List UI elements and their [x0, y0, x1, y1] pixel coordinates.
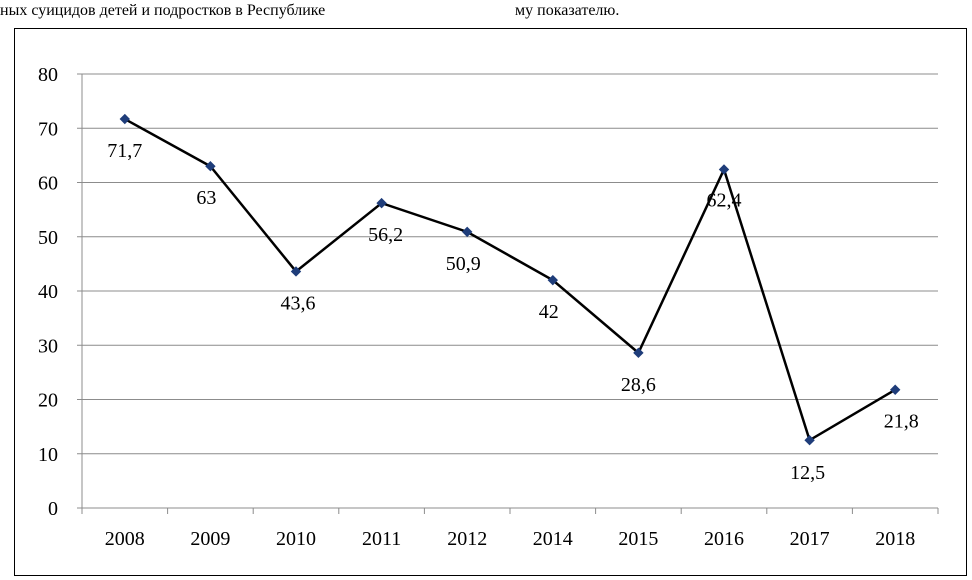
caption-right-text: му показателю.	[515, 2, 620, 19]
axes	[77, 73, 939, 514]
data-label: 50,9	[446, 253, 481, 275]
data-point	[889, 384, 901, 395]
data-point	[718, 164, 730, 175]
x-tick-label: 2018	[875, 528, 915, 550]
y-tick-label: 30	[38, 335, 58, 357]
caption-line: ных суицидов детей и подростков в Респуб…	[0, 0, 972, 24]
data-label: 63	[196, 187, 216, 209]
x-tick-label: 2011	[362, 528, 401, 550]
x-tick-label: 2017	[790, 528, 830, 550]
data-label: 42	[539, 301, 559, 323]
y-tick-label: 40	[38, 281, 58, 303]
caption-left-text: ных суицидов детей и подростков в Респуб…	[0, 2, 326, 19]
data-label: 43,6	[281, 292, 316, 314]
data-point	[290, 266, 302, 277]
data-point	[376, 197, 387, 209]
x-tick-labels: 2008 2009 2010 2011 2012 2014 2015 2016 2017 2018	[105, 528, 915, 550]
data-labels: 71,7 63 43,6 56,2 50,9 42 28,6 62,4 12,5 21,8	[107, 140, 918, 484]
x-tick-label: 2016	[704, 528, 744, 550]
y-tick-label: 50	[38, 227, 58, 249]
data-point	[205, 161, 216, 172]
y-tick-label: 10	[38, 444, 58, 466]
data-point	[461, 226, 473, 238]
data-label: 28,6	[621, 374, 656, 396]
x-tick-label: 2012	[447, 528, 487, 550]
data-point	[804, 434, 815, 446]
series	[119, 113, 901, 446]
x-tick-label: 2008	[105, 528, 145, 550]
data-point	[119, 113, 131, 125]
x-tick-label: 2010	[276, 528, 316, 550]
data-label: 71,7	[107, 140, 142, 162]
data-point	[547, 274, 559, 286]
y-tick-labels: 0 10 20 30 40 50 60 70 80	[38, 64, 58, 520]
data-label: 62,4	[707, 189, 742, 211]
data-label: 21,8	[884, 411, 919, 433]
x-tick-label: 2014	[533, 528, 573, 550]
x-tick-label: 2015	[618, 528, 658, 550]
y-tick-label: 80	[38, 64, 58, 86]
data-label: 12,5	[790, 462, 825, 484]
data-label: 56,2	[368, 224, 403, 246]
x-tick-label: 2009	[190, 528, 230, 550]
series-line	[124, 117, 896, 443]
y-tick-label: 70	[38, 118, 58, 140]
grid-lines	[82, 73, 938, 455]
data-point	[633, 347, 644, 359]
chart-frame	[14, 28, 967, 576]
y-tick-label: 20	[38, 390, 58, 412]
y-tick-label: 60	[38, 173, 58, 195]
y-tick-label: 0	[48, 498, 58, 520]
